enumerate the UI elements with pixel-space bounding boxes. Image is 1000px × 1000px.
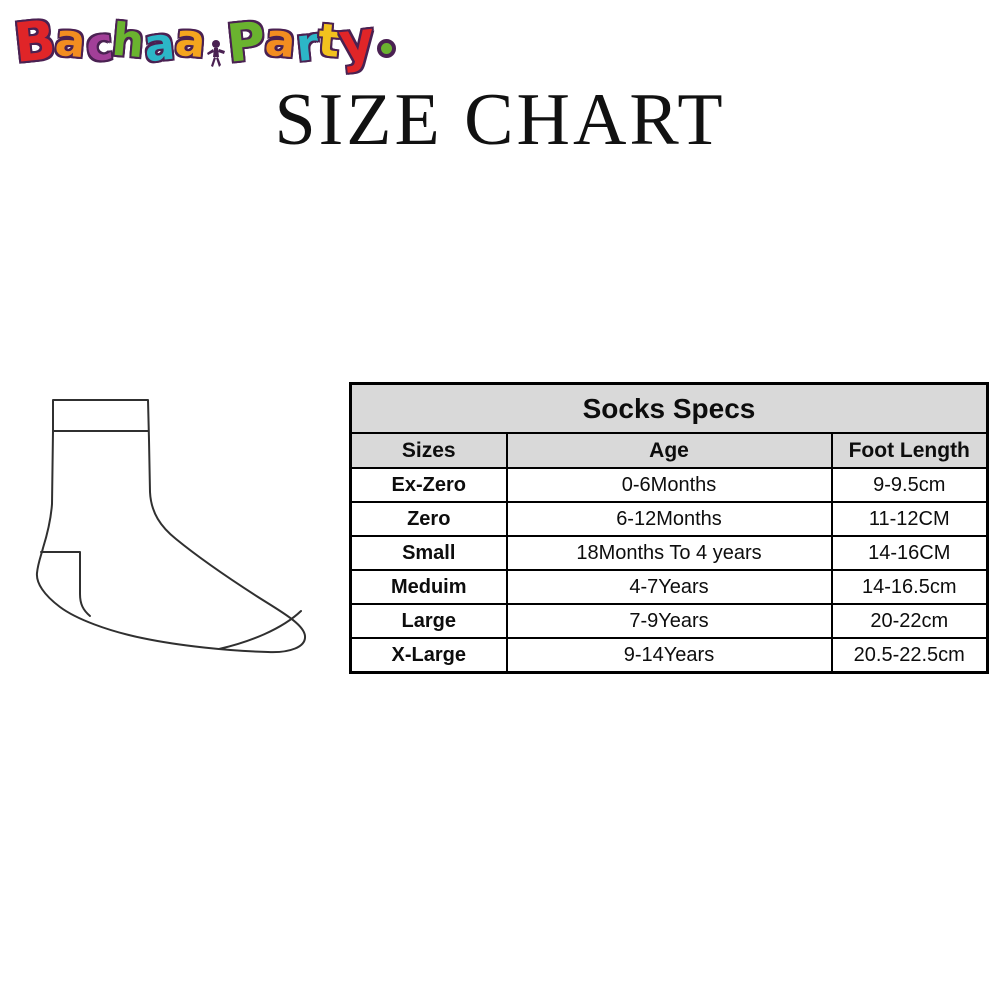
age-cell: 18Months To 4 years bbox=[505, 535, 833, 571]
foot-length-cell: 20-22cm bbox=[830, 603, 989, 639]
age-cell: 7-9Years bbox=[505, 603, 833, 639]
sock-outline-diagram bbox=[35, 399, 306, 654]
sock-body-outline bbox=[35, 399, 306, 654]
brand-logo: Bachaa Party bbox=[11, 4, 397, 90]
dancing-kid-icon bbox=[207, 39, 226, 67]
size-cell: Meduim bbox=[349, 569, 508, 605]
foot-length-cell: 11-12CM bbox=[830, 501, 989, 537]
foot-length-cell: 14-16.5cm bbox=[830, 569, 989, 605]
table-title-row: Socks Specs bbox=[349, 382, 989, 434]
age-cell: 6-12Months bbox=[505, 501, 833, 537]
table-row: Zero 6-12Months 11-12CM bbox=[349, 501, 989, 537]
table-row: Large 7-9Years 20-22cm bbox=[349, 603, 989, 639]
size-cell: Large bbox=[349, 603, 508, 639]
foot-length-cell: 9-9.5cm bbox=[830, 467, 989, 503]
table-row: Small 18Months To 4 years 14-16CM bbox=[349, 535, 989, 571]
sock-heel-line bbox=[40, 551, 91, 617]
age-cell: 4-7Years bbox=[505, 569, 833, 605]
table-row: Ex-Zero 0-6Months 9-9.5cm bbox=[349, 467, 989, 503]
table-row: Meduim 4-7Years 14-16.5cm bbox=[349, 569, 989, 605]
logo-letter: a bbox=[172, 12, 208, 69]
column-header-foot-length: Foot Length bbox=[830, 432, 989, 469]
size-cell: Ex-Zero bbox=[349, 467, 508, 503]
age-cell: 0-6Months bbox=[505, 467, 833, 503]
page-title: SIZE CHART bbox=[274, 79, 726, 161]
size-chart-table: Socks Specs Sizes Age Foot Length Ex-Zer… bbox=[349, 382, 989, 674]
table-header-row: Sizes Age Foot Length bbox=[349, 432, 989, 469]
age-cell: 9-14Years bbox=[505, 637, 833, 674]
size-cell: Small bbox=[349, 535, 508, 571]
size-cell: Zero bbox=[349, 501, 508, 537]
table-row: X-Large 9-14Years 20.5-22.5cm bbox=[349, 637, 989, 674]
column-header-sizes: Sizes bbox=[349, 432, 508, 469]
logo-letter: y bbox=[336, 8, 378, 75]
sock-toe-line bbox=[218, 610, 302, 650]
foot-length-cell: 14-16CM bbox=[830, 535, 989, 571]
table-title: Socks Specs bbox=[349, 382, 989, 434]
logo-period-dot bbox=[377, 39, 397, 58]
column-header-age: Age bbox=[505, 432, 833, 469]
foot-length-cell: 20.5-22.5cm bbox=[830, 637, 989, 674]
size-cell: X-Large bbox=[349, 637, 508, 674]
